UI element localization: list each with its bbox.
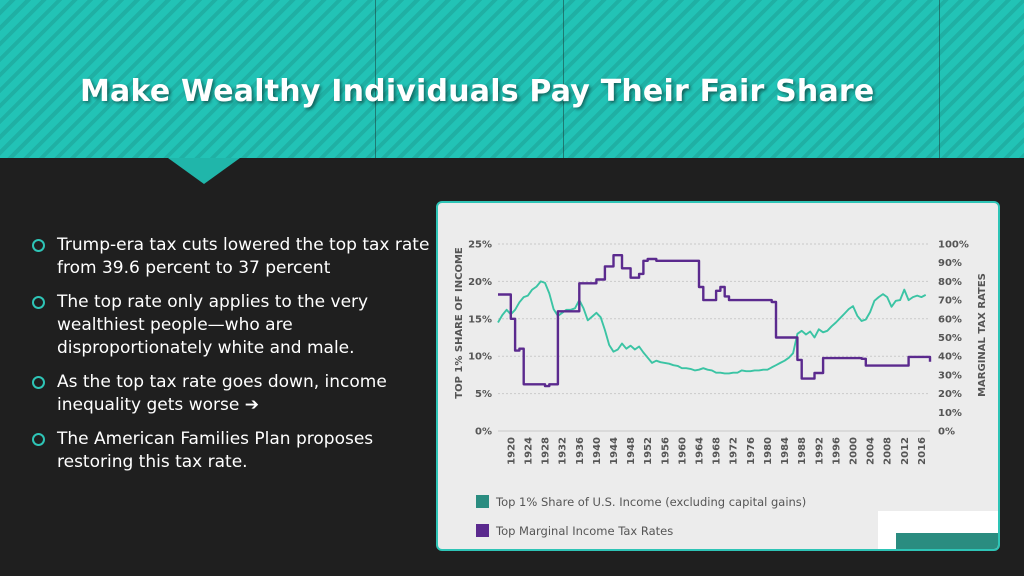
y-right-tick-label: 70% <box>938 296 962 307</box>
x-tick-label: 1932 <box>558 437 569 465</box>
x-tick-label: 1976 <box>746 437 757 465</box>
y-left-tick-label: 5% <box>475 389 492 400</box>
y-left-tick-label: 20% <box>468 277 492 288</box>
legend-swatch-tax-rate <box>476 524 489 537</box>
bullet-item: Trump-era tax cuts lowered the top tax r… <box>32 234 432 280</box>
chart-card: 0% 5% 10% 15% 20% 25% 0% 10% 20% 30% 40% 50% 60% 70% 8… <box>436 201 1000 551</box>
x-tick-label: 1980 <box>763 437 774 465</box>
x-tick-label: 1928 <box>541 437 552 465</box>
x-tick-label: 1972 <box>729 437 740 465</box>
bullet-item: The top rate only applies to the very we… <box>32 291 432 360</box>
bullet-text: The top rate only applies to the very we… <box>57 292 369 358</box>
bullet-circle-icon <box>32 433 45 446</box>
y-left-tick-label: 15% <box>468 314 492 325</box>
x-tick-label: 1992 <box>814 437 825 465</box>
x-tick-label: 1964 <box>695 437 706 465</box>
banner-divider <box>375 0 376 158</box>
slide-title: Make Wealthy Individuals Pay Their Fair … <box>80 74 875 109</box>
x-tick-label: 1988 <box>797 437 808 465</box>
legend-label-tax-rate: Top Marginal Income Tax Rates <box>495 524 673 538</box>
x-tick-label: 1984 <box>780 437 791 465</box>
tax-income-chart: 0% 5% 10% 15% 20% 25% 0% 10% 20% 30% 40% 50% 60% 70% 8… <box>454 240 988 539</box>
title-banner <box>0 0 1024 158</box>
y-right-tick-label: 10% <box>938 408 962 419</box>
x-tick-label: 1948 <box>626 437 637 465</box>
series-lines <box>497 254 932 388</box>
bullet-item: The American Families Plan proposes rest… <box>32 428 432 474</box>
x-tick-label: 1956 <box>660 437 671 465</box>
bullet-circle-icon <box>32 376 45 389</box>
bullet-circle-icon <box>32 296 45 309</box>
x-tick-label: 2000 <box>849 437 860 465</box>
x-tick-label: 2016 <box>917 437 928 465</box>
x-tick-label: 2008 <box>883 437 894 465</box>
y-right-tick-label: 50% <box>938 333 962 344</box>
left-axis-title: TOP 1% SHARE OF INCOME <box>454 247 465 399</box>
legend: Top 1% Share of U.S. Income (excluding c… <box>476 495 806 538</box>
y-left-tick-label: 10% <box>468 352 492 363</box>
right-axis-title: MARGINAL TAX RATES <box>977 273 988 397</box>
x-tick-label: 1996 <box>831 437 842 465</box>
x-tick-label: 1924 <box>523 437 534 465</box>
y-left-tick-label: 25% <box>468 240 492 251</box>
series-line-income-share <box>497 280 927 375</box>
bullet-item: As the top tax rate goes down, income in… <box>32 371 432 417</box>
x-tick-label: 1936 <box>575 437 586 465</box>
y-right-tick-label: 100% <box>938 240 969 251</box>
banner-divider <box>939 0 940 158</box>
y-left-tick-label: 0% <box>475 427 492 438</box>
x-tick-label: 2004 <box>866 437 877 465</box>
series-line-tax-rate <box>498 254 932 388</box>
tick-labels: 0% 5% 10% 15% 20% 25% 0% 10% 20% 30% 40% 50% 60% 70% 8… <box>468 240 969 465</box>
bullet-text: As the top tax rate goes down, income in… <box>57 372 387 415</box>
bullet-list: Trump-era tax cuts lowered the top tax r… <box>32 234 432 485</box>
y-right-tick-label: 80% <box>938 277 962 288</box>
x-tick-label: 2012 <box>900 437 911 465</box>
banner-notch <box>168 158 240 184</box>
y-right-tick-label: 90% <box>938 258 962 269</box>
x-tick-label: 1960 <box>677 437 688 465</box>
y-right-tick-label: 0% <box>938 427 955 438</box>
y-right-tick-label: 30% <box>938 370 962 381</box>
bullet-text: Trump-era tax cuts lowered the top tax r… <box>57 235 430 278</box>
y-right-tick-label: 40% <box>938 352 962 363</box>
x-tick-label: 1952 <box>643 437 654 465</box>
x-tick-label: 1940 <box>592 437 603 465</box>
y-right-tick-label: 20% <box>938 389 962 400</box>
legend-label-income-share: Top 1% Share of U.S. Income (excluding c… <box>495 495 806 509</box>
corner-accent <box>896 533 998 549</box>
banner-divider <box>563 0 564 158</box>
x-tick-label: 1944 <box>609 437 620 465</box>
gridlines <box>498 243 930 432</box>
y-right-tick-label: 60% <box>938 314 962 325</box>
x-tick-label: 1920 <box>506 437 517 465</box>
x-tick-label: 1968 <box>712 437 723 465</box>
bullet-text: The American Families Plan proposes rest… <box>57 429 374 472</box>
bullet-circle-icon <box>32 239 45 252</box>
legend-swatch-income-share <box>476 495 489 508</box>
